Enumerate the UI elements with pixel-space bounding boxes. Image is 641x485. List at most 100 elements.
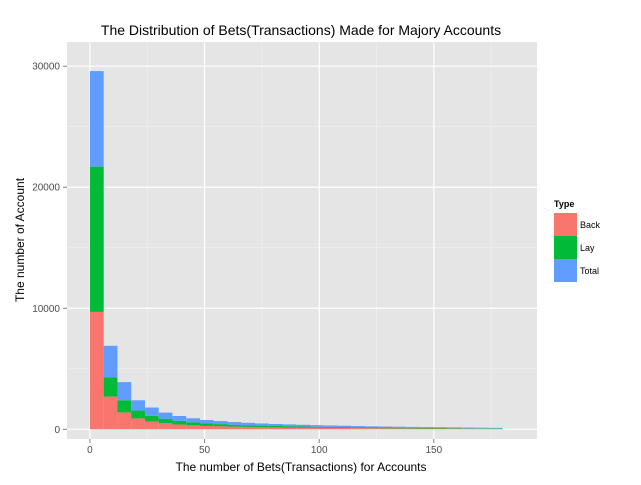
bar-total-bin-24 [420, 427, 434, 428]
chart-title: The Distribution of Bets(Transactions) M… [101, 22, 501, 38]
bar-total-bin-1 [103, 345, 118, 378]
bar-back-bin-4 [144, 421, 159, 430]
bar-back-bin-29 [488, 428, 503, 430]
bar-total-bin-17 [323, 425, 338, 427]
bar-back-bin-9 [213, 426, 228, 430]
bar-lay-bin-22 [392, 427, 407, 429]
bar-total-bin-28 [475, 427, 489, 429]
legend-label-back: Back [580, 220, 601, 230]
bar-total-bin-25 [433, 427, 448, 429]
bar-back-bin-7 [186, 425, 200, 430]
bar-total-bin-2 [117, 382, 132, 401]
bar-total-bin-3 [131, 400, 145, 411]
bar-total-bin-5 [158, 412, 173, 419]
y-tick-label: 10000 [32, 304, 60, 315]
y-tick-label: 20000 [32, 183, 60, 194]
bar-lay-bin-8 [199, 423, 214, 426]
bar-lay-bin-18 [337, 427, 352, 428]
legend-label-lay: Lay [580, 243, 595, 253]
bar-total-bin-20 [365, 426, 379, 428]
x-axis-ticks: 0 50 100 150 [87, 439, 443, 456]
bar-back-bin-27 [461, 428, 476, 430]
bar-back-bin-20 [365, 428, 379, 430]
bar-back-bin-17 [323, 427, 338, 430]
bar-back-bin-2 [117, 412, 132, 430]
bar-total-bin-26 [447, 427, 462, 429]
bar-lay-bin-20 [365, 427, 379, 429]
bar-back-bin-23 [406, 428, 421, 430]
bar-lay-bin-19 [351, 427, 366, 429]
bar-back-bin-16 [310, 427, 324, 430]
bar-lay-bin-9 [213, 424, 228, 427]
bar-back-bin-12 [255, 427, 269, 430]
bar-total-bin-11 [241, 422, 255, 426]
bar-lay-bin-2 [117, 400, 132, 413]
bar-total-bin-7 [186, 418, 200, 423]
bar-back-bin-6 [172, 424, 187, 430]
x-tick-label: 100 [311, 445, 328, 456]
legend-title: Type [554, 199, 574, 209]
histogram-bars [89, 71, 503, 430]
bar-total-bin-29 [488, 427, 503, 429]
y-tick-label: 0 [54, 425, 60, 436]
bar-lay-bin-24 [420, 427, 434, 429]
bar-total-bin-12 [255, 423, 269, 426]
legend-key-lay [554, 236, 577, 259]
bar-lay-bin-16 [310, 426, 324, 428]
bar-lay-bin-10 [227, 424, 242, 427]
bar-back-bin-28 [475, 428, 489, 430]
bar-lay-bin-0 [89, 166, 104, 312]
bar-lay-bin-23 [406, 427, 421, 429]
bar-lay-bin-11 [241, 425, 255, 427]
bar-back-bin-19 [351, 428, 366, 430]
x-tick-label: 0 [87, 445, 93, 456]
y-axis-title: The number of Account [13, 177, 27, 302]
bar-back-bin-11 [241, 426, 255, 430]
bar-total-bin-21 [378, 426, 393, 428]
minor-gridlines [67, 42, 537, 439]
bar-total-bin-14 [282, 424, 297, 427]
bar-back-bin-14 [282, 427, 297, 430]
bar-total-bin-16 [310, 425, 324, 427]
bar-total-bin-22 [392, 426, 407, 428]
bar-total-bin-15 [296, 424, 311, 427]
plot-panel [67, 42, 537, 439]
y-tick-label: 30000 [32, 62, 60, 73]
bar-back-bin-10 [227, 426, 242, 430]
bar-lay-bin-5 [158, 418, 173, 424]
bar-lay-bin-14 [282, 426, 297, 428]
bar-total-bin-23 [406, 426, 421, 428]
bar-lay-bin-3 [131, 410, 145, 419]
bar-total-bin-18 [337, 425, 352, 428]
legend-key-total [554, 259, 577, 282]
bar-lay-bin-7 [186, 422, 200, 426]
bar-total-bin-6 [172, 416, 187, 421]
bar-back-bin-8 [199, 425, 214, 430]
x-axis-title: The number of Bets(Transactions) for Acc… [176, 460, 427, 474]
bar-back-bin-25 [433, 428, 448, 430]
bar-back-bin-3 [131, 418, 145, 430]
legend-key-back [554, 213, 577, 236]
bar-back-bin-1 [103, 396, 118, 430]
bar-total-bin-13 [268, 423, 283, 426]
bar-back-bin-15 [296, 427, 311, 430]
legend: Type Back Lay Total [554, 199, 601, 282]
bar-lay-bin-4 [144, 415, 159, 422]
bar-total-bin-9 [213, 421, 228, 425]
bar-total-bin-19 [351, 426, 366, 428]
bar-back-bin-24 [420, 428, 434, 430]
legend-label-total: Total [580, 266, 599, 276]
bar-total-bin-0 [89, 71, 104, 167]
y-axis-ticks: 0 10000 20000 30000 [32, 62, 67, 436]
bar-lay-bin-13 [268, 425, 283, 428]
bar-total-bin-4 [144, 407, 159, 416]
bar-back-bin-22 [392, 428, 407, 430]
bar-total-bin-27 [461, 427, 476, 429]
bar-lay-bin-21 [378, 427, 393, 429]
bar-lay-bin-15 [296, 426, 311, 428]
bar-lay-bin-1 [103, 377, 118, 397]
bar-total-bin-8 [199, 419, 214, 424]
bar-back-bin-18 [337, 427, 352, 430]
bar-back-bin-5 [158, 423, 173, 430]
